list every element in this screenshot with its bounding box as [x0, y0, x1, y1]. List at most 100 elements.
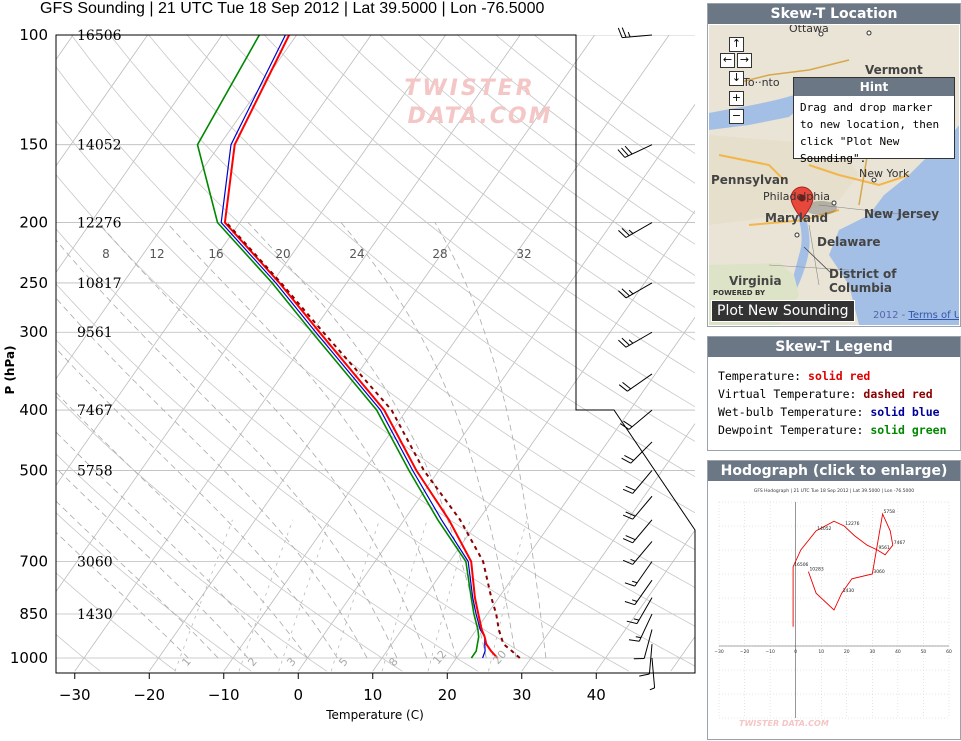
wind-barb-staff — [651, 657, 656, 688]
x-tick-label: 30 — [512, 686, 531, 704]
wind-barb-flag — [622, 538, 633, 544]
wind-barb-flag — [624, 582, 635, 587]
hint-box: Hint Drag and drop marker to new locatio… — [793, 77, 955, 165]
wind-barb-staff — [643, 629, 653, 659]
pan-right-button[interactable]: → — [737, 53, 752, 68]
hodograph-tick-label: 20 — [844, 649, 850, 655]
wind-barb — [618, 331, 653, 348]
dry-adiabat — [225, 35, 695, 408]
wind-barb-staff — [630, 441, 653, 464]
pressure-tick-label: 300 — [19, 323, 48, 341]
moist-adiabat — [56, 431, 279, 659]
hint-line: click "Plot New Sounding". — [800, 135, 900, 165]
zoom-in-button[interactable]: + — [729, 91, 744, 106]
hodograph-panel[interactable]: Hodograph (click to enlarge) GFS Hodogra… — [707, 460, 961, 740]
wind-barb-flag — [618, 230, 627, 238]
isotherm-line — [56, 35, 148, 167]
hint-line: to new location, then — [800, 118, 940, 131]
wind-barb — [624, 579, 653, 606]
hodograph-tick-label: 0 — [794, 649, 797, 655]
mixing-ratio-line — [488, 519, 528, 672]
map-label-toronto: To··nto — [743, 76, 780, 89]
hodograph-chart[interactable]: GFS Hodograph | 21 UTC Tue 18 Sep 2012 |… — [709, 482, 959, 738]
map-label-dc-1: District of — [829, 267, 897, 281]
dry-adiabat — [495, 35, 695, 184]
wind-barb — [617, 144, 653, 158]
mixing-ratio-label: 12 — [430, 648, 449, 667]
pan-down-button[interactable]: ↓ — [729, 71, 744, 86]
wind-barb-flag — [624, 145, 633, 155]
pressure-tick-label: 850 — [19, 605, 48, 623]
dry-adiabat — [56, 512, 252, 672]
powered-by-label: POWERED BY — [713, 289, 766, 297]
dry-adiabat — [56, 119, 695, 627]
map-label-newyork: New York — [859, 167, 910, 180]
zoom-out-button[interactable]: − — [729, 109, 744, 124]
wind-barb-half-flag — [628, 289, 634, 295]
map-label-maryland: Maryland — [765, 211, 829, 225]
pressure-tick-label: 100 — [19, 26, 48, 44]
height-label: 1430 — [77, 607, 113, 623]
moist-adiabat — [247, 222, 487, 659]
location-map[interactable]: Ottawa Vermont To··nto Pennsylvan New Yo… — [709, 25, 959, 325]
map-copyright-year: 2012 — [873, 310, 899, 321]
watermark: TWISTER DATA.COM — [404, 76, 550, 129]
wind-barb-staff — [632, 541, 653, 565]
wind-barb-staff — [625, 282, 653, 299]
plot-new-sounding-button[interactable]: Plot New Sounding — [711, 300, 855, 322]
wind-barb-staff — [632, 470, 653, 494]
dry-adiabat — [56, 228, 630, 672]
hodograph-panel-header: Hodograph (click to enlarge) — [708, 461, 960, 481]
legend-panel-header: Skew-T Legend — [708, 337, 960, 357]
moist-adiabat-label: 28 — [432, 247, 447, 261]
location-panel: Skew-T Location Ottawa — [707, 3, 961, 327]
isotherm-line — [56, 35, 223, 273]
pan-left-button[interactable]: ← — [720, 53, 735, 68]
legend-panel: Skew-T Legend Temperature: solid red Vir… — [707, 336, 961, 451]
isotherm-line — [372, 210, 695, 672]
height-label: 9561 — [77, 325, 113, 341]
y-axis-label: P (hPa) — [3, 345, 17, 394]
dry-adiabat — [186, 35, 695, 442]
dry-adiabat — [71, 35, 695, 551]
plot-frame — [55, 34, 696, 674]
legend-value: solid red — [808, 369, 871, 383]
legend-label: Temperature: — [718, 369, 809, 383]
hint-body: Drag and drop marker to new location, th… — [794, 96, 954, 170]
hint-title: Hint — [794, 78, 954, 96]
hodograph-tick-label: 10 — [818, 649, 824, 655]
isotherm-line — [595, 529, 695, 672]
mixing-ratio-line — [238, 519, 294, 672]
moist-adiabat — [56, 531, 189, 659]
wind-barb-staff — [632, 519, 653, 544]
wind-barb-flag — [621, 147, 629, 157]
legend-label: Virtual Temperature: — [718, 387, 864, 401]
location-panel-header: Skew-T Location — [708, 4, 960, 24]
wind-barb-staff — [638, 613, 653, 642]
moist-adiabat — [434, 222, 547, 659]
map-label-ottawa: Ottawa — [789, 25, 829, 35]
wind-barb-flag — [622, 514, 633, 520]
wind-barb-half-flag — [649, 687, 655, 691]
wind-barb-flag — [617, 27, 623, 38]
pan-up-button[interactable]: ↑ — [729, 37, 744, 52]
hodograph-point-label: 3060 — [873, 569, 885, 575]
wind-barb-flag — [625, 535, 636, 541]
wind-barb — [618, 282, 653, 299]
wind-barb-staff — [628, 409, 653, 430]
wind-barb-half-flag — [631, 599, 638, 602]
wind-barb-staff — [636, 597, 653, 624]
dry-adiabat — [56, 572, 176, 672]
wind-barb — [622, 495, 653, 520]
terms-of-use-link[interactable]: Terms of Use — [908, 310, 959, 321]
height-label: 10817 — [77, 276, 122, 292]
wind-barb — [626, 597, 653, 625]
x-axis-label: Temperature (C) — [325, 708, 424, 722]
mixing-ratio-label: 5 — [336, 655, 350, 669]
map-label-vermont: Vermont — [865, 63, 923, 77]
moist-adiabat-label: 12 — [149, 247, 164, 261]
legend-row-virtual: Virtual Temperature: dashed red — [718, 385, 960, 403]
wind-barb — [622, 519, 653, 544]
moist-adiabat — [166, 222, 457, 659]
height-label: 7467 — [77, 403, 113, 419]
